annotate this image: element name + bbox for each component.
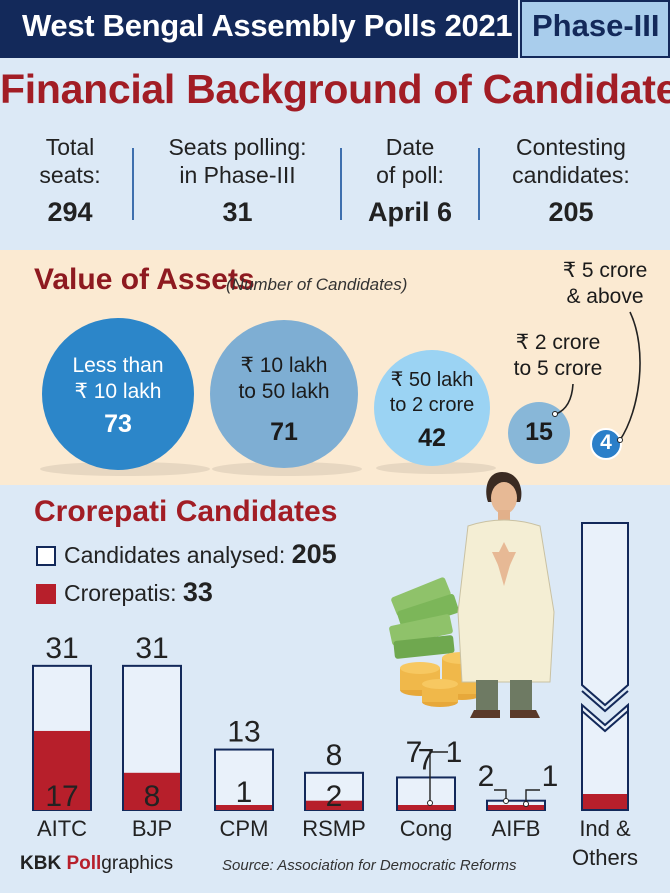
bar-total-label-aitc: 31 <box>45 632 78 665</box>
asset-bubble-count: 4 <box>600 431 612 454</box>
bar-crorepatis-cpm <box>216 805 272 810</box>
bar-analysed-cong <box>396 776 456 812</box>
legend-analysed-label: Candidates analysed: <box>64 542 286 568</box>
asset-bubble-5-crore-above <box>590 428 622 460</box>
bar-crorepatis-cong <box>398 805 454 810</box>
stat-contesting-label: Contesting candidates: <box>512 134 630 188</box>
asset-bubble-10-50-lakh <box>210 320 358 468</box>
leader-line <box>429 751 448 803</box>
asset-bubble-count: 42 <box>418 424 446 452</box>
bar-total-label-cong: 7 <box>406 736 423 769</box>
person-icon <box>457 472 555 718</box>
bar-crore-label-cpm: 1 <box>236 776 253 809</box>
bar-crorepatis-aitc <box>34 730 90 810</box>
page-title: Financial Background of Candidates <box>0 66 670 112</box>
stat-seats-polling-value: 31 <box>222 197 253 227</box>
brand-part: KBK <box>20 853 67 874</box>
asset-bubble-count: 73 <box>104 410 132 438</box>
asset-bubble-count: 15 <box>525 418 553 446</box>
divider <box>340 148 342 220</box>
stat-total-seats-value: 294 <box>47 197 93 227</box>
legend-analysed-value: 205 <box>291 539 337 569</box>
leader-dot <box>427 800 433 806</box>
party-label-aifb: AIFB <box>492 816 541 841</box>
bar-crorepatis-ind-others <box>583 794 627 809</box>
bar-total-label-rsmp: 8 <box>326 739 343 772</box>
bar-crore-label-aifb: 1 <box>542 760 559 793</box>
stat-contesting-value: 205 <box>548 197 594 227</box>
party-label-cong: Cong <box>400 816 453 841</box>
leader-line <box>494 789 507 801</box>
stat-date-label: Date of poll: <box>376 134 444 188</box>
brand-logo: KBK Pollgraphics <box>20 853 173 875</box>
party-label-aitc: AITC <box>37 816 87 841</box>
bar-crore-label-rsmp: 2 <box>326 780 343 813</box>
legend-swatch-analysed <box>36 546 56 566</box>
asset-bubble-label: Less than ₹ 10 lakh <box>72 354 164 403</box>
party-label-cpm: CPM <box>220 816 269 841</box>
divider <box>478 148 480 220</box>
asset-bubble-label: ₹ 2 crore to 5 crore <box>513 331 603 380</box>
asset-bubble-label: ₹ 5 crore & above <box>562 259 648 308</box>
phase-label: Phase-III <box>532 8 660 43</box>
bar-crore-label-bjp: 8 <box>144 780 161 813</box>
asset-bubble-label: ₹ 10 lakh to 50 lakh <box>238 354 330 403</box>
bar-analysed-cpm <box>214 748 274 811</box>
divider <box>132 148 134 220</box>
party-label-rsmp: RSMP <box>302 816 366 841</box>
brand-part: graphics <box>101 853 174 874</box>
crorepati-title: Crorepati Candidates <box>34 495 338 528</box>
phase-box <box>520 0 670 58</box>
bar-total-label-aifb: 2 <box>478 760 495 793</box>
legend-crorepatis: Crorepatis: 33 <box>64 577 213 608</box>
leader-line <box>525 789 540 804</box>
stat-total-seats-label: Total seats: <box>39 134 101 188</box>
bar-crore-label-aitc: 17 <box>45 780 78 813</box>
ind-others-bar <box>581 522 629 811</box>
leader-dot <box>503 798 509 804</box>
header-bar <box>0 0 518 58</box>
legend-crorepatis-label: Crorepatis: <box>64 580 177 606</box>
bar-crore-label-cong: 1 <box>446 736 463 769</box>
stat-seats-polling-label: Seats polling: in Phase-III <box>168 134 307 188</box>
assets-subtitle: (Number of Candidates) <box>226 275 408 294</box>
candidate-illustration <box>389 472 555 718</box>
stat-date-value: April 6 <box>367 197 453 227</box>
bar-total-label-cpm: 13 <box>227 716 260 749</box>
bubble-shadow <box>376 462 496 474</box>
legend-analysed: Candidates analysed: 205 <box>64 539 337 570</box>
bar-crorepatis-bjp <box>124 772 180 810</box>
brand-part: Poll <box>66 853 102 874</box>
party-label-bjp: BJP <box>132 816 172 841</box>
legend-swatch-crorepatis <box>36 584 56 604</box>
legend-crorepatis-value: 33 <box>182 577 213 607</box>
asset-bubble-count: 71 <box>270 418 298 446</box>
asset-bubble-label: ₹ 50 lakh to 2 crore <box>389 369 475 416</box>
bar-crorepatis-rsmp <box>306 800 362 810</box>
header-title: West Bengal Assembly Polls 2021 <box>22 8 513 43</box>
bubble-shadow <box>212 462 362 476</box>
money-stack-icon <box>389 577 459 659</box>
source-note: Source: Association for Democratic Refor… <box>222 857 517 874</box>
bar-total-label-bjp: 31 <box>135 632 168 665</box>
leader-dot <box>523 801 529 807</box>
assets-title: Value of Assets <box>34 263 255 296</box>
asset-bubble-lt-10-lakh <box>42 318 194 470</box>
asset-bubble-50-lakh-2-crore <box>374 350 490 466</box>
party-label-ind-others: Ind & <box>579 816 631 841</box>
party-label-ind-others: Others <box>572 845 638 870</box>
bar-crorepatis-aifb <box>488 805 544 810</box>
